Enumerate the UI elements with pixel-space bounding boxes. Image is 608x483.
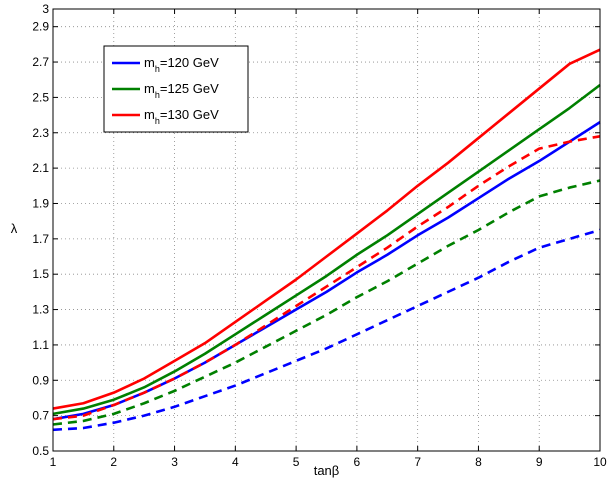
x-tick-label: 6 (354, 455, 361, 469)
legend-label-rest: =125 GeV (160, 81, 219, 96)
y-tick-label: 2.5 (32, 90, 49, 104)
series-line-3 (52, 48, 601, 410)
series-line-6 (52, 135, 601, 421)
series-line-2 (52, 83, 601, 416)
x-tick-label: 3 (171, 455, 178, 469)
y-tick-label: 1.1 (32, 338, 49, 352)
y-tick-label: 1.9 (32, 196, 49, 210)
x-tick-label: 5 (293, 455, 300, 469)
legend-label-main: m (144, 107, 155, 122)
legend-label-main: m (144, 81, 155, 96)
y-tick-label: 1.3 (32, 303, 49, 317)
axes-box (52, 8, 601, 452)
legend-label-rest: =120 GeV (160, 55, 219, 70)
legend-label-sub: h (155, 64, 160, 74)
y-tick-label: 2.9 (32, 20, 49, 34)
x-tick-label: 9 (536, 455, 543, 469)
y-tick-label: 0.5 (32, 444, 49, 458)
y-tick-label: 2.3 (32, 126, 49, 140)
legend-label-rest: =130 GeV (160, 107, 219, 122)
series-line-4 (52, 228, 601, 432)
legend-label-sub: h (155, 90, 160, 100)
ticks: 1 2 3 4 5 6 7 8 9 10 0.5 0.7 0.9 1.1 1.3 1.5 1.7 1.9 2.1 2.… (32, 2, 607, 469)
x-tick-label: 7 (414, 455, 421, 469)
y-tick-label: 2.1 (32, 161, 49, 175)
x-tick-label: 1 (50, 455, 57, 469)
legend-label-main: m (144, 55, 155, 70)
x-tick-label: 8 (475, 455, 482, 469)
legend-label: mh=125 GeV (144, 81, 219, 100)
x-axis-label: tanβ (314, 463, 340, 478)
legend-label: mh=120 GeV (144, 55, 219, 74)
x-tick-label: 4 (232, 455, 239, 469)
legend-label-sub: h (155, 116, 160, 126)
y-tick-label: 1.5 (32, 267, 49, 281)
y-tick-label: 3 (42, 2, 49, 16)
y-tick-label: 1.7 (32, 232, 49, 246)
x-tick-label: 2 (110, 455, 117, 469)
y-tick-label: 0.9 (32, 373, 49, 387)
legend-label: mh=130 GeV (144, 107, 219, 126)
series-group (52, 48, 601, 432)
series-line-5 (52, 179, 601, 426)
y-tick-label: 2.7 (32, 55, 49, 69)
y-tick-label: 0.7 (32, 409, 49, 423)
y-axis-label: λ (11, 221, 18, 236)
x-tick-label: 10 (593, 455, 607, 469)
